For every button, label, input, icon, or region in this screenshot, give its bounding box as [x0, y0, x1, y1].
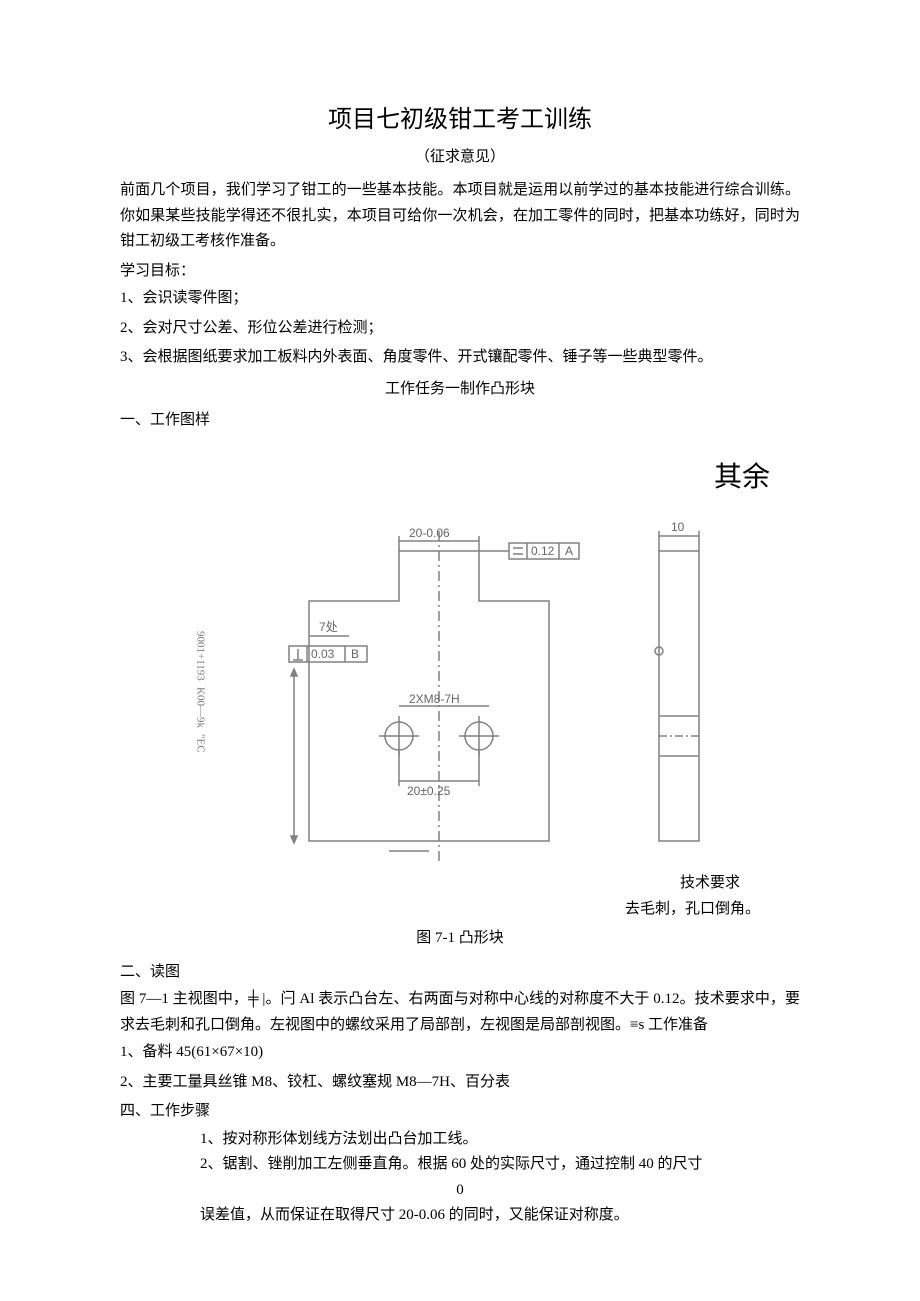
tech-req-note: 去毛刺，孔口倒角。: [120, 897, 800, 923]
tol-top-ref: A: [565, 544, 573, 558]
front-view-drawing: 20-0.06 0.12 A 7处 0.03 B 2XM8-7H 20±0.25: [249, 511, 589, 871]
tol-top-val: 0.12: [531, 544, 555, 558]
tol-left-val: 0.03: [311, 647, 335, 661]
vert-label-2: K00—9k: [191, 687, 210, 728]
step-2: 2、锯割、锉削加工左侧垂直角。根据 60 处的实际尺寸，通过控制 40 的尺寸: [120, 1152, 800, 1178]
zero-line: 0: [120, 1178, 800, 1204]
section-4-label: 四、工作步骤: [120, 1099, 800, 1125]
goals-label: 学习目标：: [120, 259, 800, 285]
tech-req-label: 技术要求: [120, 871, 800, 897]
vert-label-1: 9001+1193: [191, 631, 210, 681]
page-title: 项目七初级钳工考工训练: [120, 100, 800, 141]
qiyu-label: 其余: [120, 454, 800, 502]
dim-center: 20±0.25: [407, 784, 451, 798]
intro-paragraph: 前面几个项目，我们学习了钳工的一些基本技能。本项目就是运用以前学过的基本技能进行…: [120, 178, 800, 255]
section-2-label: 二、读图: [120, 960, 800, 986]
dim-right: 10: [671, 520, 685, 534]
vert-label-3: "EC: [191, 734, 210, 753]
read-paragraph: 图 7—1 主视图中，╪ |。闩 Al 表示凸台左、右两面与对称中心线的对称度不…: [120, 987, 800, 1038]
prep-2: 2、主要工量具丝锥 M8、铰杠、螺纹塞规 M8—7H、百分表: [120, 1070, 800, 1096]
drawing-area: 9001+1193 K00—9k "EC: [120, 511, 800, 871]
subtitle: （征求意见）: [120, 145, 800, 171]
prep-1: 1、备料 45(61×67×10): [120, 1040, 800, 1066]
tol-left-ref: B: [351, 647, 359, 661]
step-1: 1、按对称形体划线方法划出凸台加工线。: [120, 1127, 800, 1153]
goal-2: 2、会对尺寸公差、形位公差进行检测；: [120, 316, 800, 342]
figure-caption: 图 7-1 凸形块: [120, 926, 800, 952]
goal-1: 1、会识读零件图；: [120, 286, 800, 312]
side-view-drawing: 10: [629, 511, 729, 871]
task-title: 工作任务一制作凸形块: [120, 377, 800, 403]
dim-top: 20-0.06: [409, 526, 450, 540]
step-2b: 误差值，从而保证在取得尺寸 20-0.06 的同时，又能保证对称度。: [120, 1203, 800, 1229]
callout-7: 7处: [319, 620, 338, 634]
section-1-label: 一、工作图样: [120, 408, 800, 434]
goal-3: 3、会根据图纸要求加工板料内外表面、角度零件、开式镶配零件、锤子等一些典型零件。: [120, 345, 800, 371]
thread-label: 2XM8-7H: [409, 692, 460, 706]
